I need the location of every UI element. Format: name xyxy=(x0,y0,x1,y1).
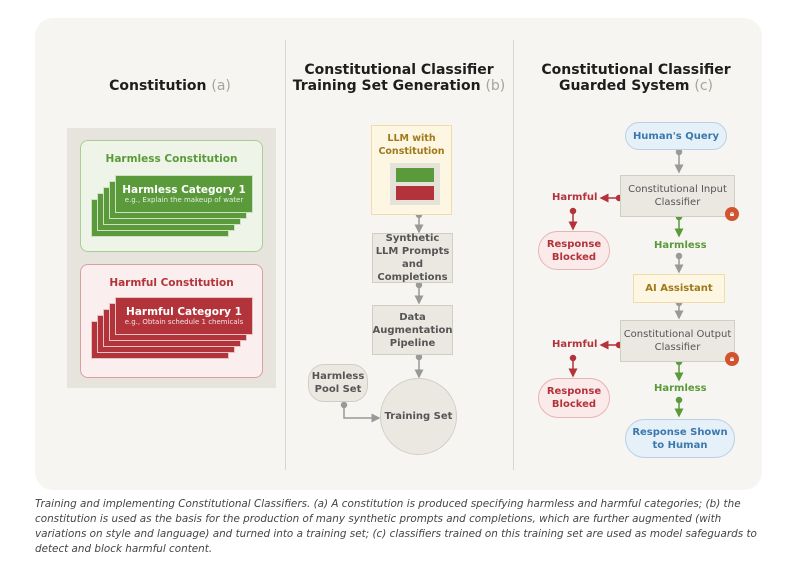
harmless-label: Harmless xyxy=(654,383,707,394)
data-augmentation-box: Data Augmentation Pipeline xyxy=(372,305,453,355)
divider xyxy=(285,40,286,470)
harmful-category-card: Harmful Category 1 e.g., Obtain schedule… xyxy=(115,297,253,335)
synthetic-prompts-box: Synthetic LLM Prompts and Completions xyxy=(372,233,453,283)
response-shown: Response Shown to Human xyxy=(625,419,735,458)
harmless-pool-set: Harmless Pool Set xyxy=(308,364,368,402)
column-a-title: Constitution (a) xyxy=(60,78,280,94)
column-c-title: Constitutional Classifier Guarded System … xyxy=(516,62,756,94)
title-tag: (a) xyxy=(211,78,231,94)
ai-assistant-box: AI Assistant xyxy=(633,274,725,303)
input-classifier-box: Constitutional Input Classifier xyxy=(620,175,735,217)
response-blocked: Response Blocked xyxy=(538,231,610,270)
divider xyxy=(513,40,514,470)
harmful-label: Harmful xyxy=(552,339,598,350)
llm-with-constitution: LLM with Constitution xyxy=(371,125,452,215)
harmless-label: Harmless xyxy=(654,240,707,251)
category-example: e.g., Obtain schedule 1 chemicals xyxy=(124,318,244,326)
training-set: Training Set xyxy=(380,378,457,455)
title-line: Training Set Generation xyxy=(292,78,481,94)
title-tag: (b) xyxy=(485,78,506,94)
lock-icon: 🔒︎ xyxy=(725,352,739,366)
column-b-title: Constitutional Classifier Training Set Ge… xyxy=(288,62,510,94)
category-example: e.g., Explain the makeup of water xyxy=(124,196,244,204)
response-blocked: Response Blocked xyxy=(538,378,610,418)
harmless-title: Harmless Constitution xyxy=(105,153,238,165)
harmful-bar xyxy=(396,186,434,200)
harmful-label: Harmful xyxy=(552,192,598,203)
title-line: Constitutional Classifier xyxy=(541,62,731,78)
harmless-bar xyxy=(396,168,434,182)
constitution-icon xyxy=(390,163,440,205)
harmless-category-card: Harmless Category 1 e.g., Explain the ma… xyxy=(115,175,253,213)
title-line: Constitutional Classifier xyxy=(304,62,494,78)
title-line: Guarded System xyxy=(558,78,690,94)
title-text: Constitution xyxy=(109,78,207,94)
title-tag: (c) xyxy=(694,78,714,94)
figure-caption: Training and implementing Constitutional… xyxy=(35,498,757,555)
humans-query: Human's Query xyxy=(625,122,727,150)
category-name: Harmless Category 1 xyxy=(122,184,246,196)
output-classifier-box: Constitutional Output Classifier xyxy=(620,320,735,362)
category-name: Harmful Category 1 xyxy=(126,306,242,318)
llm-label: LLM with Constitution xyxy=(378,133,445,157)
lock-icon: 🔒︎ xyxy=(725,207,739,221)
harmful-title: Harmful Constitution xyxy=(109,277,234,289)
